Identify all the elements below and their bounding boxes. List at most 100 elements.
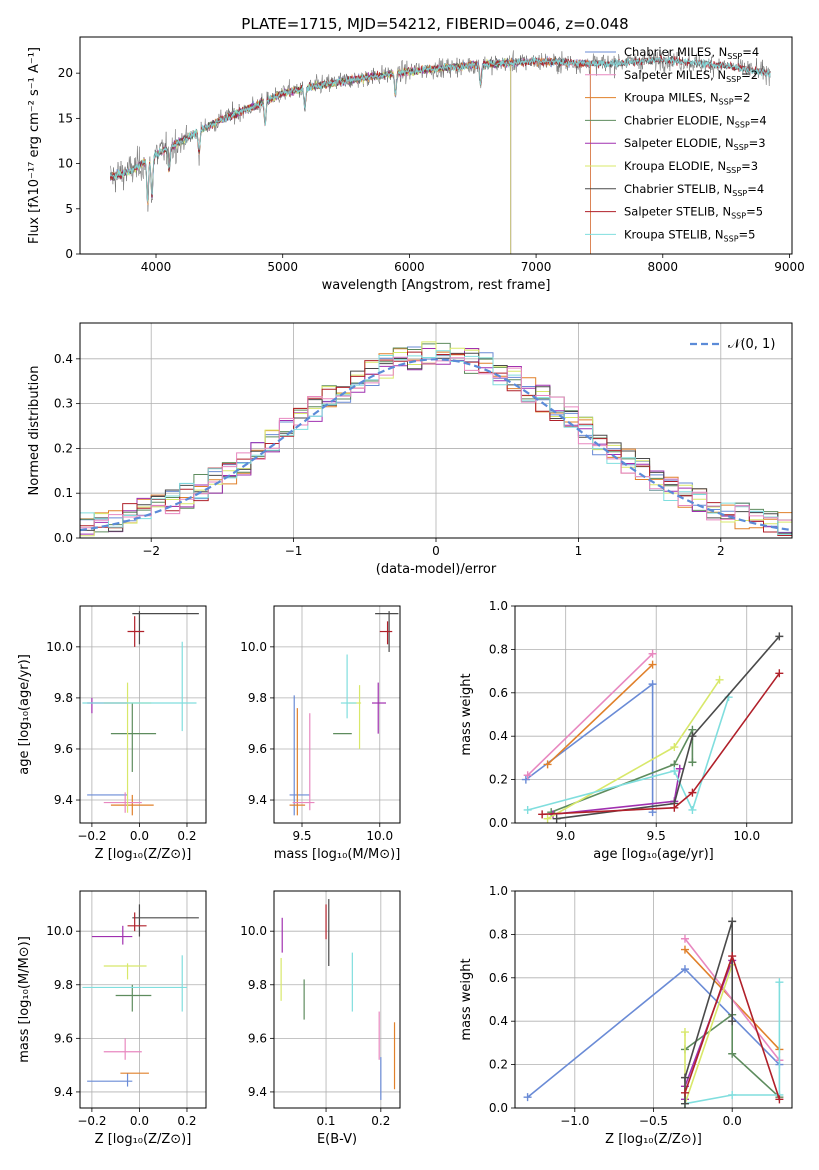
y-tick-label: 10.0 xyxy=(240,640,267,654)
x-tick-label: 5000 xyxy=(267,260,298,274)
x-axis-label: wavelength [Angstrom, rest frame] xyxy=(322,278,551,293)
plot-area xyxy=(80,606,206,823)
legend-label: Kroupa STELIB, NSSP=5 xyxy=(624,227,755,243)
x-tick-label: 9000 xyxy=(774,260,805,274)
y-tick-label: 5 xyxy=(65,202,73,216)
x-tick-label: 0.1 xyxy=(316,1114,335,1128)
weight-marker xyxy=(675,764,684,773)
weight-marker xyxy=(728,952,737,961)
y-axis-label: age [log₁₀(age/yr)] xyxy=(17,654,32,775)
plot-area xyxy=(515,891,792,1108)
weight-line xyxy=(542,672,780,816)
legend-label: Chabrier STELIB, NSSP=4 xyxy=(624,182,764,198)
legend-label: 𝒩(0, 1) xyxy=(728,337,775,352)
y-tick-label: 0.4 xyxy=(489,1014,508,1028)
y-axis-label: mass weight xyxy=(459,958,474,1040)
normal-curve xyxy=(80,358,790,532)
plot-area xyxy=(274,606,400,823)
y-tick-label: 20 xyxy=(58,66,73,80)
weight-marker xyxy=(670,743,679,752)
weight-marker xyxy=(728,1090,737,1099)
y-tick-label: 0.2 xyxy=(489,773,508,787)
weight-marker xyxy=(670,803,679,812)
y-tick-label: 9.8 xyxy=(248,978,267,992)
y-axis-label: Normed distribution xyxy=(27,366,42,496)
x-tick-label: 0 xyxy=(432,544,440,558)
y-tick-label: 9.6 xyxy=(248,742,267,756)
x-tick-label: 2 xyxy=(717,544,725,558)
weight-marker xyxy=(552,814,561,823)
x-tick-label: 9.5 xyxy=(292,829,311,843)
chart-weight-vs-age: 9.0 9.5 10.0 0.0 0.2 0.4 0.6 0.8 1.0 age [log₁₀(a… xyxy=(459,599,793,862)
x-tick-label: 0.2 xyxy=(371,1114,390,1128)
weight-marker xyxy=(543,814,552,823)
weight-marker xyxy=(648,680,657,689)
weight-marker xyxy=(521,775,530,784)
x-tick-label: 6000 xyxy=(394,260,425,274)
weight-line xyxy=(684,964,733,1104)
chart-mass-vs-Z: −0.2 0.0 0.2 9.4 9.6 9.8 10.0 Z [log₁₀(Z/Z⊙)] ma… xyxy=(17,890,207,1147)
plot-area xyxy=(274,891,400,1108)
y-tick-label: 0.0 xyxy=(489,1101,508,1115)
x-tick-label: 9.5 xyxy=(647,829,666,843)
weight-marker xyxy=(775,632,784,641)
model-spectrum-line xyxy=(110,57,591,254)
x-tick-label: 1 xyxy=(575,544,583,558)
y-tick-label: 9.6 xyxy=(54,1031,73,1045)
x-tick-label: 10.0 xyxy=(733,829,760,843)
y-tick-label: 1.0 xyxy=(489,599,508,613)
plot-area xyxy=(110,48,771,254)
y-tick-label: 9.4 xyxy=(248,793,267,807)
x-axis-label: Z [log₁₀(Z/Z⊙)] xyxy=(95,847,192,862)
y-tick-label: 0.1 xyxy=(54,486,73,500)
x-tick-label: −1 xyxy=(285,544,303,558)
x-tick-label: −0.2 xyxy=(77,829,106,843)
x-axis-label: E(B-V) xyxy=(317,1132,357,1147)
legend-label: Kroupa ELODIE, NSSP=3 xyxy=(624,159,758,175)
x-tick-label: −2 xyxy=(142,544,160,558)
chart-age-vs-Z: −0.2 0.0 0.2 9.4 9.6 9.8 10.0 Z [log₁₀(Z/Z⊙)] ag… xyxy=(17,605,207,862)
axes-frame xyxy=(273,605,401,824)
y-tick-label: 9.8 xyxy=(54,978,73,992)
weight-marker xyxy=(680,1028,689,1037)
chart-mass-vs-ebv: 0.1 0.2 9.4 9.6 9.8 10.0 E(B-V) xyxy=(240,890,401,1147)
weight-marker xyxy=(680,965,689,974)
x-tick-label: 0.2 xyxy=(177,829,196,843)
y-tick-label: 10.0 xyxy=(46,640,73,654)
legend-label: Salpeter STELIB, NSSP=5 xyxy=(624,205,763,221)
weight-marker xyxy=(680,1099,689,1108)
weight-line xyxy=(556,635,780,820)
y-tick-label: 10.0 xyxy=(240,924,267,938)
histogram-step xyxy=(80,350,792,535)
legend-label: Salpeter ELODIE, NSSP=3 xyxy=(624,136,766,152)
x-tick-label: −1.0 xyxy=(560,1114,589,1128)
y-tick-label: 0.0 xyxy=(489,816,508,830)
weight-marker xyxy=(688,788,697,797)
weight-marker xyxy=(680,945,689,954)
weight-marker xyxy=(775,1095,784,1104)
y-tick-label: 0.2 xyxy=(489,1058,508,1072)
histogram-step xyxy=(80,356,792,529)
x-tick-label: −0.2 xyxy=(77,1114,106,1128)
x-tick-label: 0.0 xyxy=(130,829,149,843)
y-tick-label: 0.4 xyxy=(54,352,73,366)
weight-marker xyxy=(715,675,724,684)
weight-line xyxy=(684,982,781,1105)
weight-marker xyxy=(523,1093,532,1102)
chart-spectrum: 4000 5000 6000 7000 8000 9000 0 5 10 15 20 waveleng… xyxy=(27,36,805,293)
x-axis-label: Z [log₁₀(Z/Z⊙)] xyxy=(605,1132,702,1147)
y-tick-label: 10.0 xyxy=(46,924,73,938)
y-tick-label: 9.4 xyxy=(54,1085,73,1099)
model-spectrum-line xyxy=(110,56,771,202)
x-tick-label: 0.0 xyxy=(723,1114,742,1128)
weight-marker xyxy=(728,1017,737,1026)
y-tick-label: 9.6 xyxy=(54,742,73,756)
y-tick-label: 1.0 xyxy=(489,884,508,898)
legend: Chabrier MILES, NSSP=4 Salpeter MILES, NS… xyxy=(585,45,767,243)
y-tick-label: 0.3 xyxy=(54,397,73,411)
x-tick-label: 8000 xyxy=(648,260,679,274)
y-tick-label: 0.8 xyxy=(489,642,508,656)
weight-line xyxy=(550,729,694,813)
y-tick-label: 0.6 xyxy=(489,971,508,985)
x-tick-label: 10.0 xyxy=(366,829,393,843)
